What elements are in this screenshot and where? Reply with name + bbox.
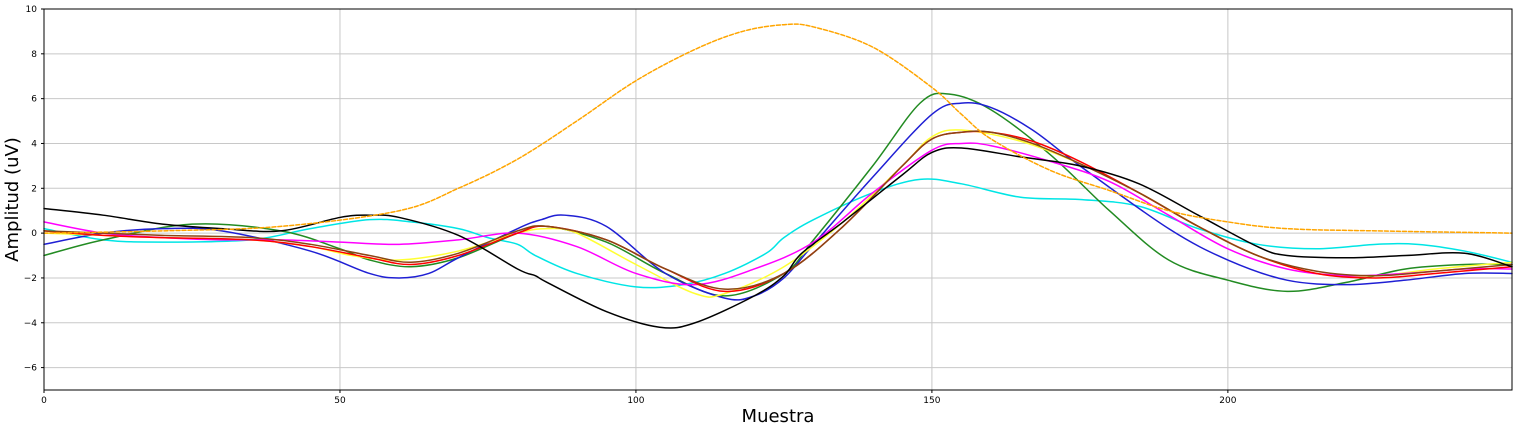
x-tick-label: 100 (627, 396, 644, 406)
x-axis-label: Muestra (742, 406, 815, 427)
series-line-1 (43, 178, 1513, 289)
y-tick-label: 2 (31, 184, 37, 194)
series-line-9 (43, 23, 1513, 234)
y-axis-label: Amplitud (uV) (2, 137, 23, 262)
y-tick-label: 6 (31, 95, 37, 105)
series-line-2 (43, 92, 1513, 297)
y-tick-label: 8 (31, 50, 37, 60)
y-axis-ticks: −6 −4 −2 0 2 4 6 8 10 (24, 5, 44, 374)
x-tick-label: 150 (923, 396, 940, 406)
y-tick-label: 0 (31, 229, 37, 239)
y-tick-label: 4 (31, 139, 37, 149)
y-tick-label: −2 (24, 274, 37, 284)
x-axis-ticks: 0 50 100 150 200 (41, 390, 1237, 406)
series-group (43, 23, 1513, 329)
y-tick-label: −4 (24, 319, 38, 329)
plot-frame (43, 8, 1513, 391)
x-tick-label: 50 (334, 396, 346, 406)
x-tick-label: 0 (41, 396, 47, 406)
series-line-7 (43, 130, 1513, 290)
y-tick-label: 10 (26, 5, 38, 15)
y-tick-label: −6 (24, 364, 38, 374)
series-line-5 (43, 142, 1513, 286)
x-tick-label: 200 (1219, 396, 1236, 406)
series-line-8 (43, 146, 1513, 329)
